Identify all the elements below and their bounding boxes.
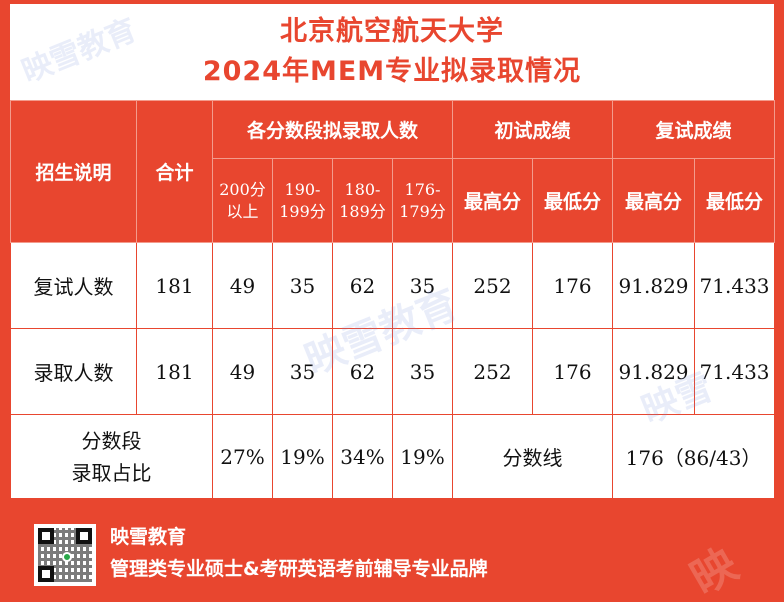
header-retest-group: 复试成绩 [612, 100, 776, 159]
header-initial-group: 初试成绩 [452, 100, 614, 159]
cell-retest-max: 91.829 [612, 328, 696, 415]
header-seg-180: 180- 189分 [332, 158, 393, 243]
header-retest-min: 最低分 [694, 158, 776, 243]
row-label-ratio: 分数段 录取占比 [10, 414, 213, 499]
cell-total: 181 [136, 242, 213, 329]
ratio-label-line2: 录取占比 [71, 460, 152, 485]
cell-ratio-200: 27% [212, 414, 273, 499]
qr-code-icon [34, 524, 96, 586]
cell-initial-max: 252 [452, 242, 534, 329]
cell-retest-max: 91.829 [612, 242, 696, 329]
wechat-logo-icon [62, 552, 72, 562]
header-segment-group: 各分数段拟录取人数 [211, 100, 454, 159]
header-initial-max: 最高分 [452, 158, 534, 243]
qr-finder-icon [38, 566, 54, 582]
cell-seg-200: 49 [212, 242, 273, 329]
cell-seg-180: 62 [332, 328, 393, 415]
cell-ratio-190: 19% [272, 414, 333, 499]
header-seg-180-line1: 180- [344, 179, 381, 199]
cell-score-line-value: 176（86/43） [612, 414, 776, 499]
header-seg-176-line2: 179分 [399, 201, 446, 221]
header-seg-190-line1: 190- [284, 179, 321, 199]
watermark-logo: 映雪教育 [17, 12, 142, 90]
cell-initial-min: 176 [532, 242, 614, 329]
cell-ratio-180: 34% [332, 414, 393, 499]
table-row: 录取人数 181 49 35 62 35 252 176 91.829 71.4… [10, 328, 776, 415]
header-admission-note: 招生说明 [10, 100, 137, 243]
footer-slogan: 管理类专业硕士&考研英语考前辅导专业品牌 [110, 558, 488, 580]
ratio-label-line1: 分数段 [81, 428, 142, 453]
header-seg-190: 190- 199分 [272, 158, 333, 243]
cell-initial-min: 176 [532, 328, 614, 415]
row-label-retest: 复试人数 [10, 242, 137, 329]
qr-finder-icon [38, 528, 54, 544]
cell-seg-176: 35 [391, 242, 454, 329]
header-seg-190-line2: 199分 [279, 201, 326, 221]
footer: 映雪教育 管理类专业硕士&考研英语考前辅导专业品牌 映 [0, 506, 784, 602]
watermark-logo: 映 [682, 538, 747, 602]
header-retest-max: 最高分 [612, 158, 696, 243]
cell-retest-min: 71.433 [694, 328, 776, 415]
cell-score-line-label: 分数线 [452, 414, 614, 499]
admission-table: 招生说明 合计 各分数段拟录取人数 初试成绩 复试成绩 200分 以上 190-… [10, 100, 776, 499]
qr-finder-icon [76, 528, 92, 544]
cell-ratio-176: 19% [391, 414, 454, 499]
header-seg-176: 176- 179分 [391, 158, 454, 243]
header-seg-200-line2: 以上 [226, 201, 259, 221]
table-row: 复试人数 181 49 35 62 35 252 176 91.829 71.4… [10, 242, 776, 329]
header-total: 合计 [136, 100, 213, 243]
cell-retest-min: 71.433 [694, 242, 776, 329]
cell-seg-180: 62 [332, 242, 393, 329]
row-label-admitted: 录取人数 [10, 328, 137, 415]
header-seg-180-line2: 189分 [339, 201, 386, 221]
cell-seg-176: 35 [391, 328, 454, 415]
header-initial-min: 最低分 [532, 158, 614, 243]
title-subtitle: 2024年MEM专业拟录取情况 [202, 56, 582, 87]
cell-total: 181 [136, 328, 213, 415]
table-row: 分数段 录取占比 27% 19% 34% 19% 分数线 176（86/43） [10, 414, 776, 499]
cell-seg-190: 35 [272, 242, 333, 329]
cell-initial-max: 252 [452, 328, 534, 415]
title-university: 北京航空航天大学 [280, 16, 504, 47]
cell-seg-200: 49 [212, 328, 273, 415]
header-seg-200-line1: 200分 [219, 179, 266, 199]
footer-brand: 映雪教育 [110, 526, 187, 548]
header-seg-200: 200分 以上 [212, 158, 273, 243]
header-seg-176-line1: 176- [404, 179, 441, 199]
title-banner: 映雪教育 北京航空航天大学 2024年MEM专业拟录取情况 [10, 4, 774, 100]
cell-seg-190: 35 [272, 328, 333, 415]
